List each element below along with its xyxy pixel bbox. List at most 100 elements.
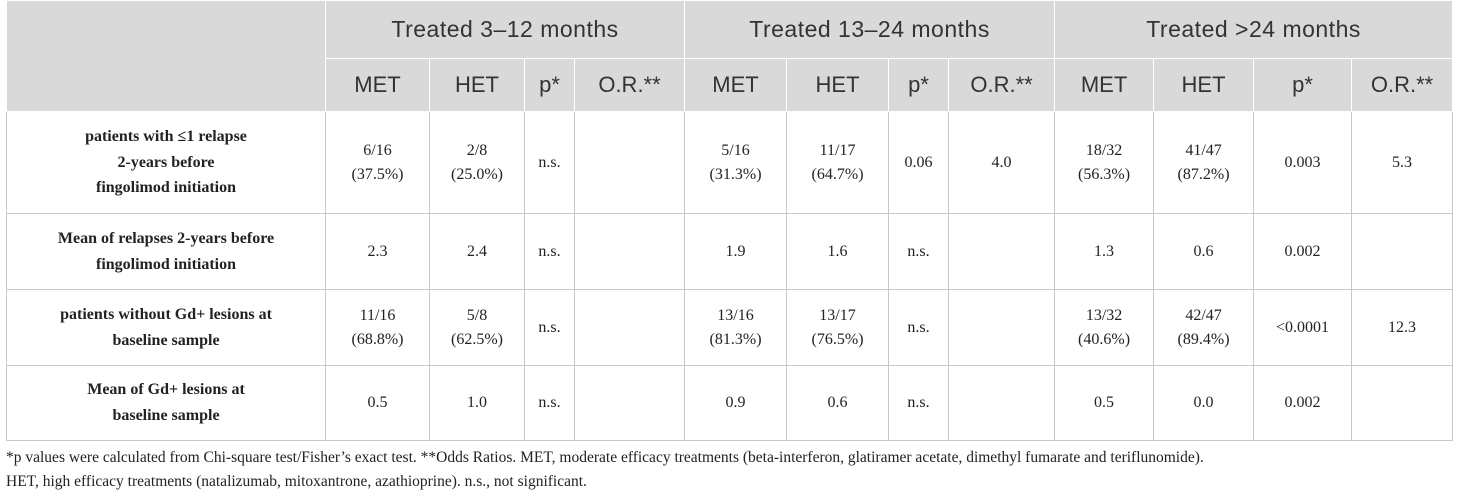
cell-value: 5/16 (689, 139, 782, 163)
cell-value: 11/16 (330, 304, 425, 328)
cell-value: 4.0 (953, 151, 1050, 175)
data-cell: n.s. (525, 290, 575, 366)
cell-value: 1.9 (689, 240, 782, 264)
cell-value: 1.3 (1059, 240, 1149, 264)
cell-value: 5/8 (434, 304, 520, 328)
column-header: HET (1154, 59, 1254, 112)
data-cell: 41/47 (87.2%) (1154, 112, 1254, 214)
data-cell: 0.6 (1154, 214, 1254, 290)
data-cell: n.s. (525, 214, 575, 290)
cell-value: 0.002 (1258, 391, 1347, 415)
data-cell: 0.9 (685, 366, 787, 441)
cell-value: (68.8%) (330, 328, 425, 352)
data-cell: 0.6 (787, 366, 889, 441)
cell-value: 2.3 (330, 240, 425, 264)
footnote-line: HET, high efficacy treatments (natalizum… (6, 470, 1452, 494)
cell-value: 0.5 (1059, 391, 1149, 415)
cell-value: 0.9 (689, 391, 782, 415)
data-cell: 13/32 (40.6%) (1055, 290, 1154, 366)
row-label-line: Mean of Gd+ lesions at (17, 377, 315, 403)
data-cell: 2.3 (326, 214, 430, 290)
column-header: p* (1254, 59, 1352, 112)
table-row: Mean of Gd+ lesions at baseline sample 0.5… (7, 366, 1453, 441)
row-label-line: fingolimod initiation (17, 252, 315, 278)
cell-value: n.s. (893, 240, 944, 264)
row-label-line: patients with ≤1 relapse (17, 124, 315, 150)
group-header: Treated 3–12 months (326, 1, 685, 59)
data-cell: 42/47 (89.4%) (1154, 290, 1254, 366)
cell-value: 12.3 (1356, 316, 1448, 340)
row-label: patients without Gd+ lesions at baseline … (7, 290, 326, 366)
data-cell: 1.9 (685, 214, 787, 290)
group-header: Treated >24 months (1055, 1, 1453, 59)
data-cell: 1.6 (787, 214, 889, 290)
column-header: p* (525, 59, 575, 112)
data-cell: <0.0001 (1254, 290, 1352, 366)
cell-value: n.s. (529, 316, 570, 340)
group-header: Treated 13–24 months (685, 1, 1055, 59)
cell-value: 0.003 (1258, 151, 1347, 175)
row-label: patients with ≤1 relapse 2-years before fi… (7, 112, 326, 214)
table-row: patients with ≤1 relapse 2-years before fi… (7, 112, 1453, 214)
column-header: O.R.** (949, 59, 1055, 112)
data-cell: 0.003 (1254, 112, 1352, 214)
column-header: MET (326, 59, 430, 112)
data-cell: n.s. (889, 366, 949, 441)
cell-value: (40.6%) (1059, 328, 1149, 352)
row-label-line: Mean of relapses 2-years before (17, 226, 315, 252)
data-cell (575, 214, 685, 290)
data-cell (575, 112, 685, 214)
cell-value: 2.4 (434, 240, 520, 264)
cell-value: 1.0 (434, 391, 520, 415)
cell-value: n.s. (529, 391, 570, 415)
data-cell (575, 290, 685, 366)
data-cell: 1.0 (430, 366, 525, 441)
column-header: MET (1055, 59, 1154, 112)
data-cell: 0.002 (1254, 214, 1352, 290)
cell-value: 13/32 (1059, 304, 1149, 328)
row-label-line: fingolimod initiation (17, 175, 315, 201)
cell-value: 1.6 (791, 240, 884, 264)
data-cell (949, 290, 1055, 366)
row-label-line: 2-years before (17, 150, 315, 176)
cell-value: 41/47 (1158, 139, 1249, 163)
data-cell (575, 366, 685, 441)
data-cell: 13/16 (81.3%) (685, 290, 787, 366)
cell-value: (81.3%) (689, 328, 782, 352)
table-body: patients with ≤1 relapse 2-years before fi… (7, 112, 1453, 441)
cell-value: 0.002 (1258, 240, 1347, 264)
cell-value: <0.0001 (1258, 316, 1347, 340)
cell-value: (87.2%) (1158, 163, 1249, 187)
data-cell: 11/17 (64.7%) (787, 112, 889, 214)
table-row: patients without Gd+ lesions at baseline … (7, 290, 1453, 366)
column-header: O.R.** (1352, 59, 1453, 112)
column-header: O.R.** (575, 59, 685, 112)
column-header: p* (889, 59, 949, 112)
data-cell: 12.3 (1352, 290, 1453, 366)
cell-value: (25.0%) (434, 163, 520, 187)
cell-value: (62.5%) (434, 328, 520, 352)
cell-value: 0.0 (1158, 391, 1249, 415)
footnote-line: *p values were calculated from Chi-squar… (6, 446, 1452, 470)
cell-value: 11/17 (791, 139, 884, 163)
group-header-row: Treated 3–12 months Treated 13–24 months… (7, 1, 1453, 59)
row-label-line: patients without Gd+ lesions at (17, 302, 315, 328)
cell-value: 0.06 (893, 151, 944, 175)
cell-value: (31.3%) (689, 163, 782, 187)
row-label: Mean of relapses 2-years before fingolimo… (7, 214, 326, 290)
row-label: Mean of Gd+ lesions at baseline sample (7, 366, 326, 441)
data-cell: 0.5 (1055, 366, 1154, 441)
data-cell: 5/16 (31.3%) (685, 112, 787, 214)
data-cell: 5/8 (62.5%) (430, 290, 525, 366)
cell-value: 13/16 (689, 304, 782, 328)
data-cell: 11/16 (68.8%) (326, 290, 430, 366)
data-cell: n.s. (525, 366, 575, 441)
data-cell: n.s. (889, 214, 949, 290)
data-cell: n.s. (525, 112, 575, 214)
data-cell: 5.3 (1352, 112, 1453, 214)
data-cell: 2/8 (25.0%) (430, 112, 525, 214)
cell-value: n.s. (529, 151, 570, 175)
corner-header-cell (7, 1, 326, 112)
data-cell: n.s. (889, 290, 949, 366)
column-header: MET (685, 59, 787, 112)
